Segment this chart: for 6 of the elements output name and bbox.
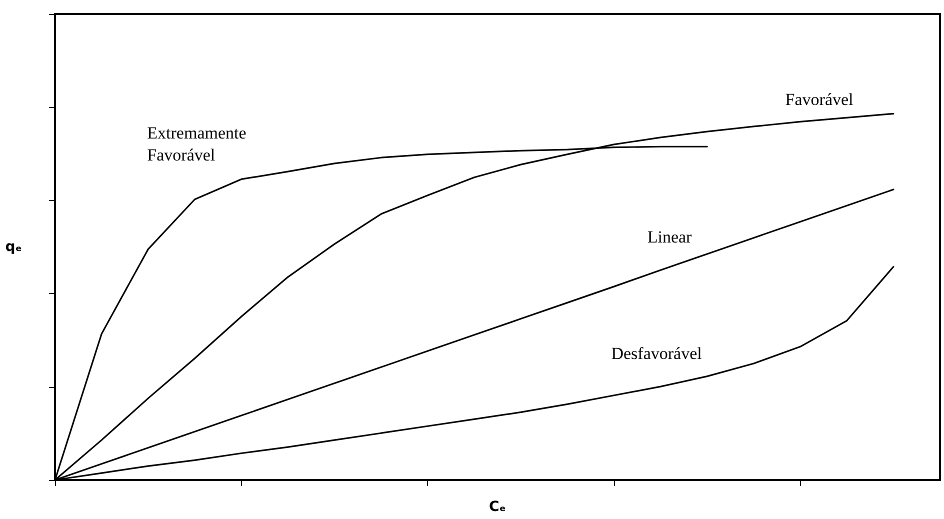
series-label: Favorável (785, 90, 854, 110)
series-label: Extremamente Favorável (147, 124, 246, 165)
series-label: Desfavorável (611, 344, 702, 364)
series-label: Linear (647, 228, 692, 247)
y-axis-title: qₑ (5, 239, 22, 255)
x-axis-title: Cₑ (489, 499, 506, 515)
